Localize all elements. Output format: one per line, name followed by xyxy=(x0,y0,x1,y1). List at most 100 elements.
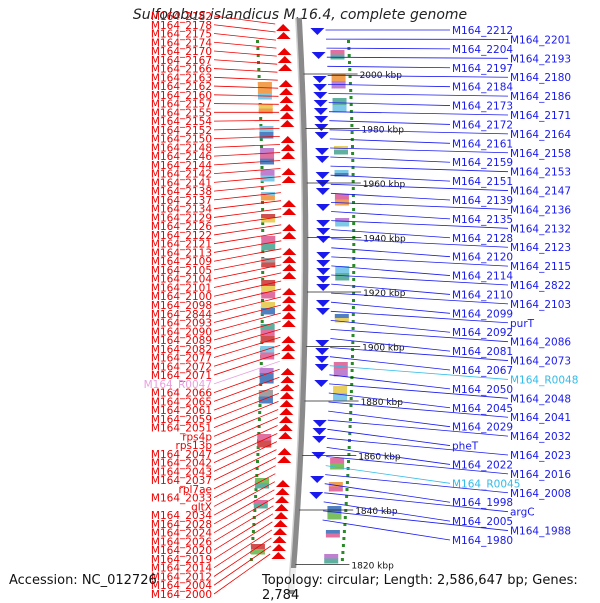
left-leader-line xyxy=(214,69,278,73)
reverse-gene-arrow xyxy=(313,92,327,99)
forward-gene-arrow xyxy=(281,368,295,375)
right-leader-line xyxy=(327,57,508,58)
tick-marker xyxy=(352,299,355,302)
forward-gene-arrow xyxy=(282,312,296,319)
tick-marker xyxy=(352,313,355,316)
tick-marker xyxy=(348,61,351,64)
feature-block-left xyxy=(260,153,274,159)
tick-marker xyxy=(350,96,353,99)
reverse-gene-arrow xyxy=(315,340,329,347)
right-gene-label: M164_2147 xyxy=(510,186,571,198)
feature-block-right xyxy=(335,170,349,174)
tick-marker xyxy=(342,537,345,540)
reverse-gene-arrow xyxy=(312,436,326,443)
tick-marker xyxy=(252,530,255,533)
right-leader-line xyxy=(329,375,450,389)
right-gene-label: M164_2180 xyxy=(510,72,571,84)
tick-marker xyxy=(350,117,353,120)
feature-block-left xyxy=(258,88,272,94)
right-gene-label: M164_2110 xyxy=(452,289,513,301)
reverse-gene-arrow xyxy=(316,252,330,259)
feature-block-right xyxy=(326,530,340,534)
tick-marker xyxy=(348,54,351,57)
left-gene-label: M164_2000 xyxy=(151,589,212,600)
tick-marker xyxy=(341,558,344,561)
tick-marker xyxy=(341,551,344,554)
forward-gene-arrow xyxy=(282,264,296,271)
right-leader-line xyxy=(331,248,450,257)
tick-marker xyxy=(260,362,263,365)
feature-block-left xyxy=(260,378,274,384)
right-gene-label: M164_2092 xyxy=(452,327,513,339)
tick-marker xyxy=(261,271,264,274)
reverse-gene-arrow xyxy=(316,220,330,227)
tick-marker xyxy=(352,271,355,274)
reverse-gene-arrow xyxy=(314,116,328,123)
tick-marker xyxy=(256,40,259,43)
forward-gene-arrow xyxy=(280,400,294,407)
forward-gene-arrow xyxy=(278,64,292,71)
forward-gene-arrow xyxy=(279,408,293,415)
feature-block-right xyxy=(333,386,347,394)
forward-gene-arrow xyxy=(282,208,296,215)
scale-tick-label: 1940 kbp xyxy=(363,235,406,245)
forward-gene-arrow xyxy=(282,288,296,295)
forward-gene-arrow xyxy=(280,104,294,111)
right-gene-label: M164_2158 xyxy=(510,148,571,160)
tick-marker xyxy=(349,89,352,92)
right-gene-label: M164_2032 xyxy=(510,431,571,443)
forward-gene-arrow xyxy=(282,296,296,303)
tick-marker xyxy=(342,544,345,547)
right-leader-line xyxy=(331,302,450,313)
tick-marker xyxy=(251,537,254,540)
left-leader-line xyxy=(214,16,275,24)
right-leader-line xyxy=(329,103,450,106)
tick-marker xyxy=(256,47,259,50)
left-leader-line xyxy=(214,120,279,121)
reverse-gene-arrow xyxy=(316,300,330,307)
right-gene-label: M164_1998 xyxy=(452,497,513,509)
forward-gene-arrow xyxy=(272,544,286,551)
feature-block-right xyxy=(326,534,340,538)
left-leader-line xyxy=(214,145,280,148)
feature-block-right xyxy=(334,362,348,370)
tick-marker xyxy=(348,68,351,71)
right-gene-label: M164_2822 xyxy=(510,280,571,292)
right-gene-label: M164_2193 xyxy=(510,53,571,65)
feature-block-right xyxy=(334,150,348,155)
tick-marker xyxy=(258,418,261,421)
tick-marker xyxy=(350,110,353,113)
reverse-gene-arrow xyxy=(314,124,328,131)
forward-gene-arrow xyxy=(279,416,293,423)
tick-marker xyxy=(351,355,354,358)
reverse-gene-arrow xyxy=(316,308,330,315)
right-gene-label: M164_R0048 xyxy=(510,374,578,386)
reverse-gene-arrow xyxy=(316,188,330,195)
right-leader-line xyxy=(327,438,508,455)
reverse-gene-arrow xyxy=(316,172,330,179)
left-leader-line xyxy=(214,104,279,105)
forward-gene-arrow xyxy=(276,488,290,495)
feature-block-left xyxy=(259,390,273,397)
forward-gene-arrow xyxy=(281,344,295,351)
right-gene-label: M164_2171 xyxy=(510,110,571,122)
reverse-gene-arrow xyxy=(313,84,327,91)
right-gene-label: M164_1988 xyxy=(510,526,571,538)
forward-gene-arrow xyxy=(276,24,290,31)
tick-marker xyxy=(259,117,262,120)
left-leader-line xyxy=(214,225,281,235)
tick-marker xyxy=(352,278,355,281)
forward-gene-arrow xyxy=(278,432,292,439)
feature-block-right xyxy=(324,559,338,564)
tick-marker xyxy=(350,397,353,400)
forward-gene-arrow xyxy=(280,120,294,127)
tick-marker xyxy=(261,166,264,169)
right-leader-line xyxy=(330,139,450,143)
right-gene-label: M164_2073 xyxy=(510,356,571,368)
left-leader-line xyxy=(214,401,279,427)
reverse-gene-arrow xyxy=(315,156,329,163)
reverse-gene-arrow xyxy=(309,492,323,499)
feature-block-left xyxy=(261,286,275,293)
feature-block-right xyxy=(333,98,347,106)
